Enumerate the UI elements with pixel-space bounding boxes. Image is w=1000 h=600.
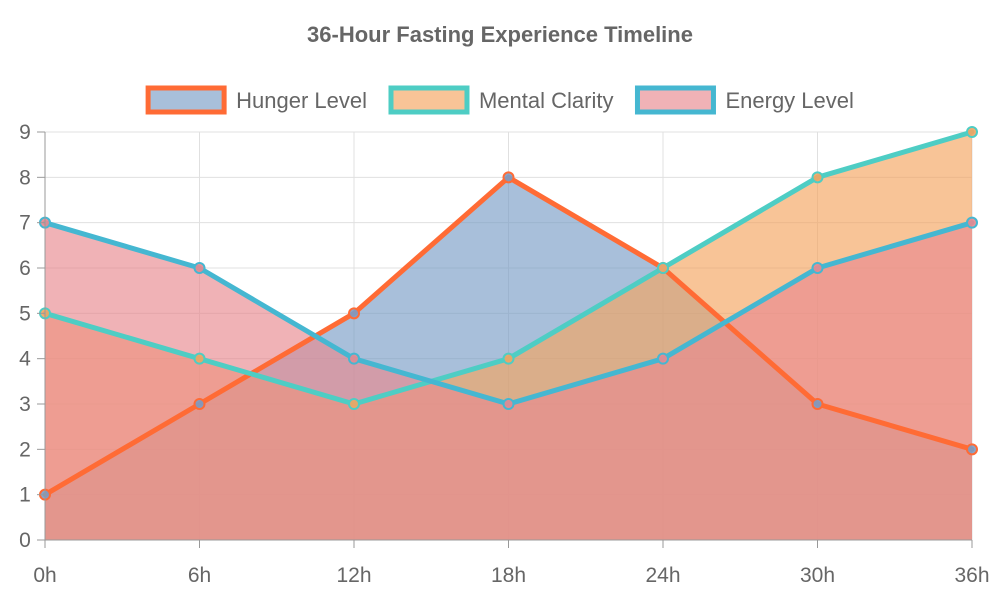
data-point[interactable]: [811, 262, 824, 274]
legend-item[interactable]: Mental Clarity: [388, 85, 613, 115]
data-point[interactable]: [811, 398, 824, 410]
legend-label: Energy Level: [725, 88, 853, 113]
data-point[interactable]: [348, 307, 360, 320]
data-point[interactable]: [348, 352, 360, 365]
data-point[interactable]: [657, 262, 669, 274]
y-tick-label: 2: [19, 438, 31, 461]
legend-swatch: [145, 85, 227, 115]
y-tick-label: 6: [19, 257, 31, 280]
x-tick-label: 18h: [491, 564, 526, 587]
y-tick-label: 7: [19, 212, 31, 235]
x-tick-label: 12h: [336, 564, 371, 587]
legend-item[interactable]: Hunger Level: [145, 85, 367, 115]
data-point[interactable]: [966, 216, 978, 229]
x-tick-label: 36h: [954, 564, 989, 587]
x-tick-label: 24h: [645, 564, 680, 587]
data-point[interactable]: [657, 352, 669, 365]
area-fills: [45, 132, 972, 541]
data-point[interactable]: [502, 398, 515, 410]
data-point[interactable]: [193, 262, 206, 274]
data-point[interactable]: [811, 171, 824, 184]
data-point[interactable]: [193, 352, 206, 365]
x-tick-label: 6h: [188, 564, 211, 587]
data-point[interactable]: [966, 443, 978, 456]
legend-label: Hunger Level: [236, 88, 367, 113]
y-tick-label: 3: [19, 393, 31, 416]
data-point[interactable]: [966, 126, 978, 138]
legend-swatch: [388, 85, 470, 115]
chart-title: 36-Hour Fasting Experience Timeline: [307, 22, 693, 47]
y-tick-label: 1: [19, 484, 31, 507]
legend-swatch: [634, 85, 716, 115]
y-tick-label: 9: [19, 121, 31, 144]
y-tick-label: 4: [19, 348, 31, 371]
data-point[interactable]: [193, 398, 206, 410]
legend-label: Mental Clarity: [479, 88, 613, 113]
y-tick-label: 0: [19, 529, 31, 552]
legend-item[interactable]: Energy Level: [634, 85, 854, 115]
data-point[interactable]: [502, 171, 515, 184]
y-tick-label: 5: [19, 302, 31, 325]
data-point[interactable]: [348, 398, 360, 410]
area-fill-series-2: [45, 222, 972, 540]
data-point[interactable]: [502, 352, 515, 365]
x-tick-label: 0h: [33, 564, 56, 587]
x-tick-label: 30h: [800, 564, 835, 587]
y-tick-label: 8: [19, 166, 31, 189]
axes: 0 1 2 3 4 5 6 7 8 9 0h 6h 12h 18h 24h 30h 36h: [19, 121, 989, 587]
legend: Hunger Level Mental Clarity Energy Level: [145, 85, 854, 115]
